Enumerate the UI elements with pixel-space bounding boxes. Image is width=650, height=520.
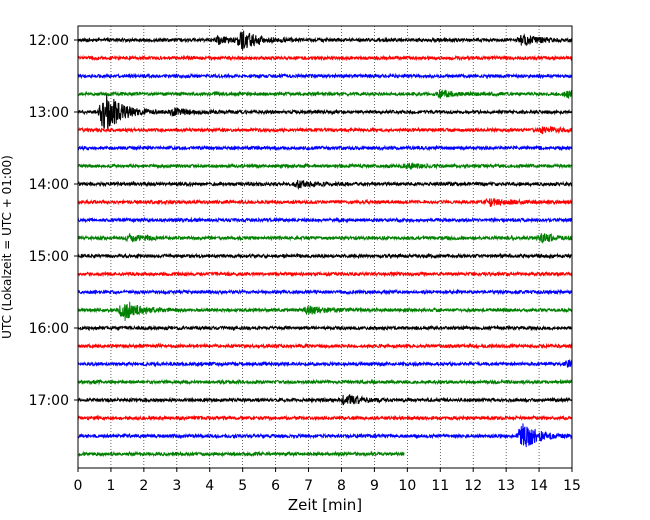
x-tick-label: 2 <box>139 478 148 494</box>
trace-1745 <box>77 450 405 458</box>
x-tick-label: 1 <box>106 478 115 494</box>
trace-1230 <box>77 72 573 80</box>
trace-1500 <box>77 252 573 260</box>
trace-1630 <box>77 359 573 368</box>
y-tick-label: 15:00 <box>29 249 69 265</box>
x-tick-label: 12 <box>464 478 482 494</box>
x-tick-label: 5 <box>238 478 247 494</box>
x-tick-label: 0 <box>74 478 83 494</box>
x-tick-label: 3 <box>172 478 181 494</box>
trace-1515 <box>77 270 573 278</box>
trace-1200 <box>77 30 573 51</box>
trace-1400 <box>77 179 573 191</box>
x-tick-label: 4 <box>205 478 214 494</box>
axis-ticks: 0 1 2 3 4 5 6 7 8 9 10 11 12 13 14 1512:0013:0014:0015:… <box>29 33 581 494</box>
x-tick-label: 7 <box>304 478 313 494</box>
trace-1530 <box>77 288 573 296</box>
x-tick-label: 13 <box>497 478 515 494</box>
trace-1315 <box>77 125 573 135</box>
x-tick-label: 6 <box>271 478 280 494</box>
plot-frame <box>77 25 573 469</box>
trace-layer <box>77 30 573 458</box>
trace-1300 <box>77 94 573 131</box>
trace-1600 <box>77 324 573 332</box>
trace-1445 <box>77 232 573 244</box>
x-axis-label: Zeit [min] <box>288 496 362 514</box>
y-axis-label: UTC (Lokalzeit = UTC + 01:00) <box>0 155 14 339</box>
trace-1245 <box>77 89 573 100</box>
y-tick-label: 14:00 <box>29 177 69 193</box>
y-tick-label: 16:00 <box>29 321 69 337</box>
x-tick-label: 8 <box>337 478 346 494</box>
trace-1730 <box>77 423 573 448</box>
trace-1545 <box>77 301 573 321</box>
trace-1345 <box>77 161 573 170</box>
x-tick-label: 9 <box>370 478 379 494</box>
y-tick-label: 17:00 <box>29 393 69 409</box>
trace-1215 <box>77 54 573 62</box>
x-tick-label: 11 <box>431 478 449 494</box>
x-tick-label: 10 <box>398 478 416 494</box>
trace-1615 <box>77 342 573 350</box>
trace-1700 <box>77 393 573 406</box>
trace-1330 <box>77 144 573 152</box>
trace-1415 <box>77 197 573 207</box>
trace-1430 <box>77 216 573 224</box>
x-tick-label: 14 <box>530 478 548 494</box>
trace-1715 <box>77 414 573 422</box>
trace-1645 <box>77 378 573 386</box>
x-tick-label: 15 <box>563 478 581 494</box>
y-tick-label: 12:00 <box>29 33 69 49</box>
y-tick-label: 13:00 <box>29 105 69 121</box>
